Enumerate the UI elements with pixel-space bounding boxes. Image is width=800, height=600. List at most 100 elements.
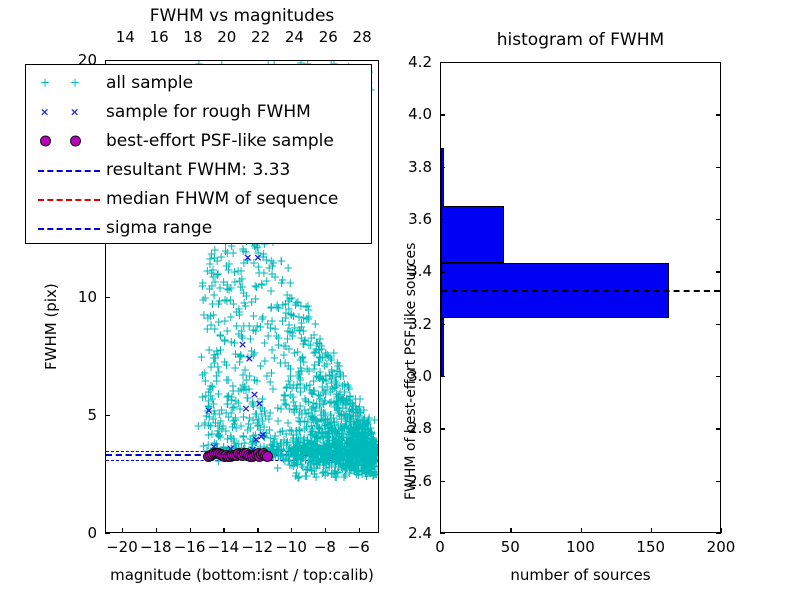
scatter-point-all-sample: + [347, 444, 359, 459]
scatter-point-all-sample: + [225, 309, 236, 324]
scatter-point-all-sample: + [208, 411, 219, 426]
right-y-tick-mirror [716, 114, 721, 116]
scatter-point-all-sample: + [307, 450, 318, 465]
scatter-point-all-sample: + [270, 446, 281, 461]
scatter-point-all-sample: + [319, 442, 330, 457]
scatter-point-all-sample: + [314, 392, 325, 407]
scatter-point-all-sample: + [313, 443, 324, 458]
scatter-point-all-sample: + [340, 406, 351, 421]
scatter-point-all-sample: + [332, 426, 343, 441]
scatter-point-all-sample: + [348, 425, 359, 440]
scatter-point-all-sample: + [261, 274, 272, 289]
scatter-point-all-sample: + [327, 431, 338, 446]
scatter-point-all-sample: + [212, 360, 223, 375]
right-y-tick [440, 62, 445, 64]
scatter-point-all-sample: + [363, 446, 374, 460]
scatter-point-all-sample: + [302, 436, 313, 451]
scatter-point-all-sample: + [346, 430, 357, 445]
scatter-point-all-sample: + [283, 302, 294, 317]
scatter-point-all-sample: + [341, 444, 352, 459]
scatter-point-all-sample: + [312, 450, 323, 465]
scatter-point-all-sample: + [351, 447, 362, 462]
scatter-point-all-sample: + [368, 468, 378, 483]
scatter-point-all-sample: + [271, 328, 282, 343]
scatter-point-all-sample: + [231, 304, 242, 319]
scatter-point-all-sample: + [365, 447, 376, 462]
scatter-point-all-sample: + [322, 440, 333, 455]
legend-marker-dashed-line [32, 155, 106, 184]
scatter-point-all-sample: + [250, 279, 261, 294]
scatter-point-all-sample: + [289, 440, 300, 455]
scatter-point-all-sample: + [305, 448, 316, 463]
line-sample-icon [38, 198, 100, 201]
scatter-point-all-sample: + [318, 457, 329, 472]
scatter-point-all-sample: + [203, 417, 214, 432]
right-y-tick-mirror [716, 271, 721, 273]
scatter-point-all-sample: + [337, 461, 348, 476]
scatter-point-all-sample: + [265, 320, 276, 335]
scatter-point-all-sample: + [197, 276, 208, 291]
scatter-point-all-sample: + [351, 441, 362, 456]
scatter-point-all-sample: + [365, 435, 376, 450]
scatter-point-all-sample: + [362, 455, 373, 470]
scatter-point-all-sample: + [320, 456, 331, 471]
scatter-point-rough-fwhm: × [244, 352, 254, 366]
scatter-point-all-sample: + [361, 469, 372, 484]
scatter-point-all-sample: + [317, 443, 328, 458]
scatter-point-all-sample: + [241, 289, 252, 304]
scatter-point-all-sample: + [306, 418, 317, 433]
scatter-point-all-sample: + [370, 467, 378, 482]
scatter-point-all-sample: + [307, 436, 318, 451]
scatter-point-all-sample: + [357, 438, 368, 453]
scatter-point-all-sample: + [336, 432, 347, 447]
scatter-point-all-sample: + [352, 462, 363, 477]
scatter-point-all-sample: + [303, 437, 314, 452]
scatter-point-all-sample: + [210, 406, 221, 421]
scatter-point-all-sample: + [321, 357, 332, 372]
scatter-point-all-sample: + [263, 328, 274, 343]
scatter-point-all-sample: + [341, 433, 352, 448]
scatter-point-all-sample: + [344, 388, 355, 403]
scatter-point-all-sample: + [312, 442, 323, 457]
scatter-point-all-sample: + [351, 450, 362, 465]
scatter-point-all-sample: + [323, 451, 334, 466]
scatter-point-all-sample: + [337, 441, 348, 456]
scatter-point-all-sample: + [336, 445, 347, 460]
scatter-point-all-sample: + [299, 436, 310, 451]
scatter-point-all-sample: + [317, 427, 328, 442]
scatter-point-all-sample: + [251, 434, 262, 449]
scatter-point-all-sample: + [357, 441, 368, 456]
scatter-point-all-sample: + [336, 421, 347, 436]
scatter-point-all-sample: + [298, 323, 309, 338]
scatter-point-all-sample: + [209, 356, 220, 371]
scatter-point-all-sample: + [257, 413, 268, 428]
scatter-point-all-sample: + [236, 349, 247, 364]
scatter-point-all-sample: + [294, 424, 306, 439]
scatter-point-all-sample: + [235, 401, 246, 416]
scatter-point-all-sample: + [367, 433, 378, 448]
scatter-point-all-sample: + [238, 410, 249, 425]
scatter-point-all-sample: + [294, 323, 305, 338]
scatter-point-all-sample: + [354, 448, 365, 463]
scatter-point-all-sample: + [323, 443, 334, 458]
scatter-point-all-sample: + [365, 421, 376, 436]
scatter-point-all-sample: + [336, 392, 347, 407]
scatter-point-all-sample: + [358, 457, 369, 472]
scatter-point-all-sample: + [299, 380, 310, 395]
scatter-point-all-sample: + [209, 435, 220, 450]
scatter-point-all-sample: + [319, 439, 330, 454]
scatter-point-all-sample: + [335, 433, 346, 448]
scatter-point-all-sample: + [348, 445, 359, 460]
scatter-point-all-sample: + [369, 446, 378, 461]
scatter-point-all-sample: + [271, 437, 282, 452]
scatter-point-all-sample: + [333, 460, 344, 475]
scatter-point-all-sample: + [223, 388, 234, 403]
scatter-point-all-sample: + [332, 439, 343, 454]
scatter-point-all-sample: + [230, 394, 241, 409]
scatter-point-all-sample: + [233, 263, 244, 278]
scatter-point-all-sample: + [336, 440, 347, 455]
scatter-point-all-sample: + [241, 252, 253, 267]
scatter-point-all-sample: + [265, 301, 277, 316]
scatter-point-all-sample: + [361, 425, 372, 440]
scatter-point-all-sample: + [357, 413, 368, 428]
